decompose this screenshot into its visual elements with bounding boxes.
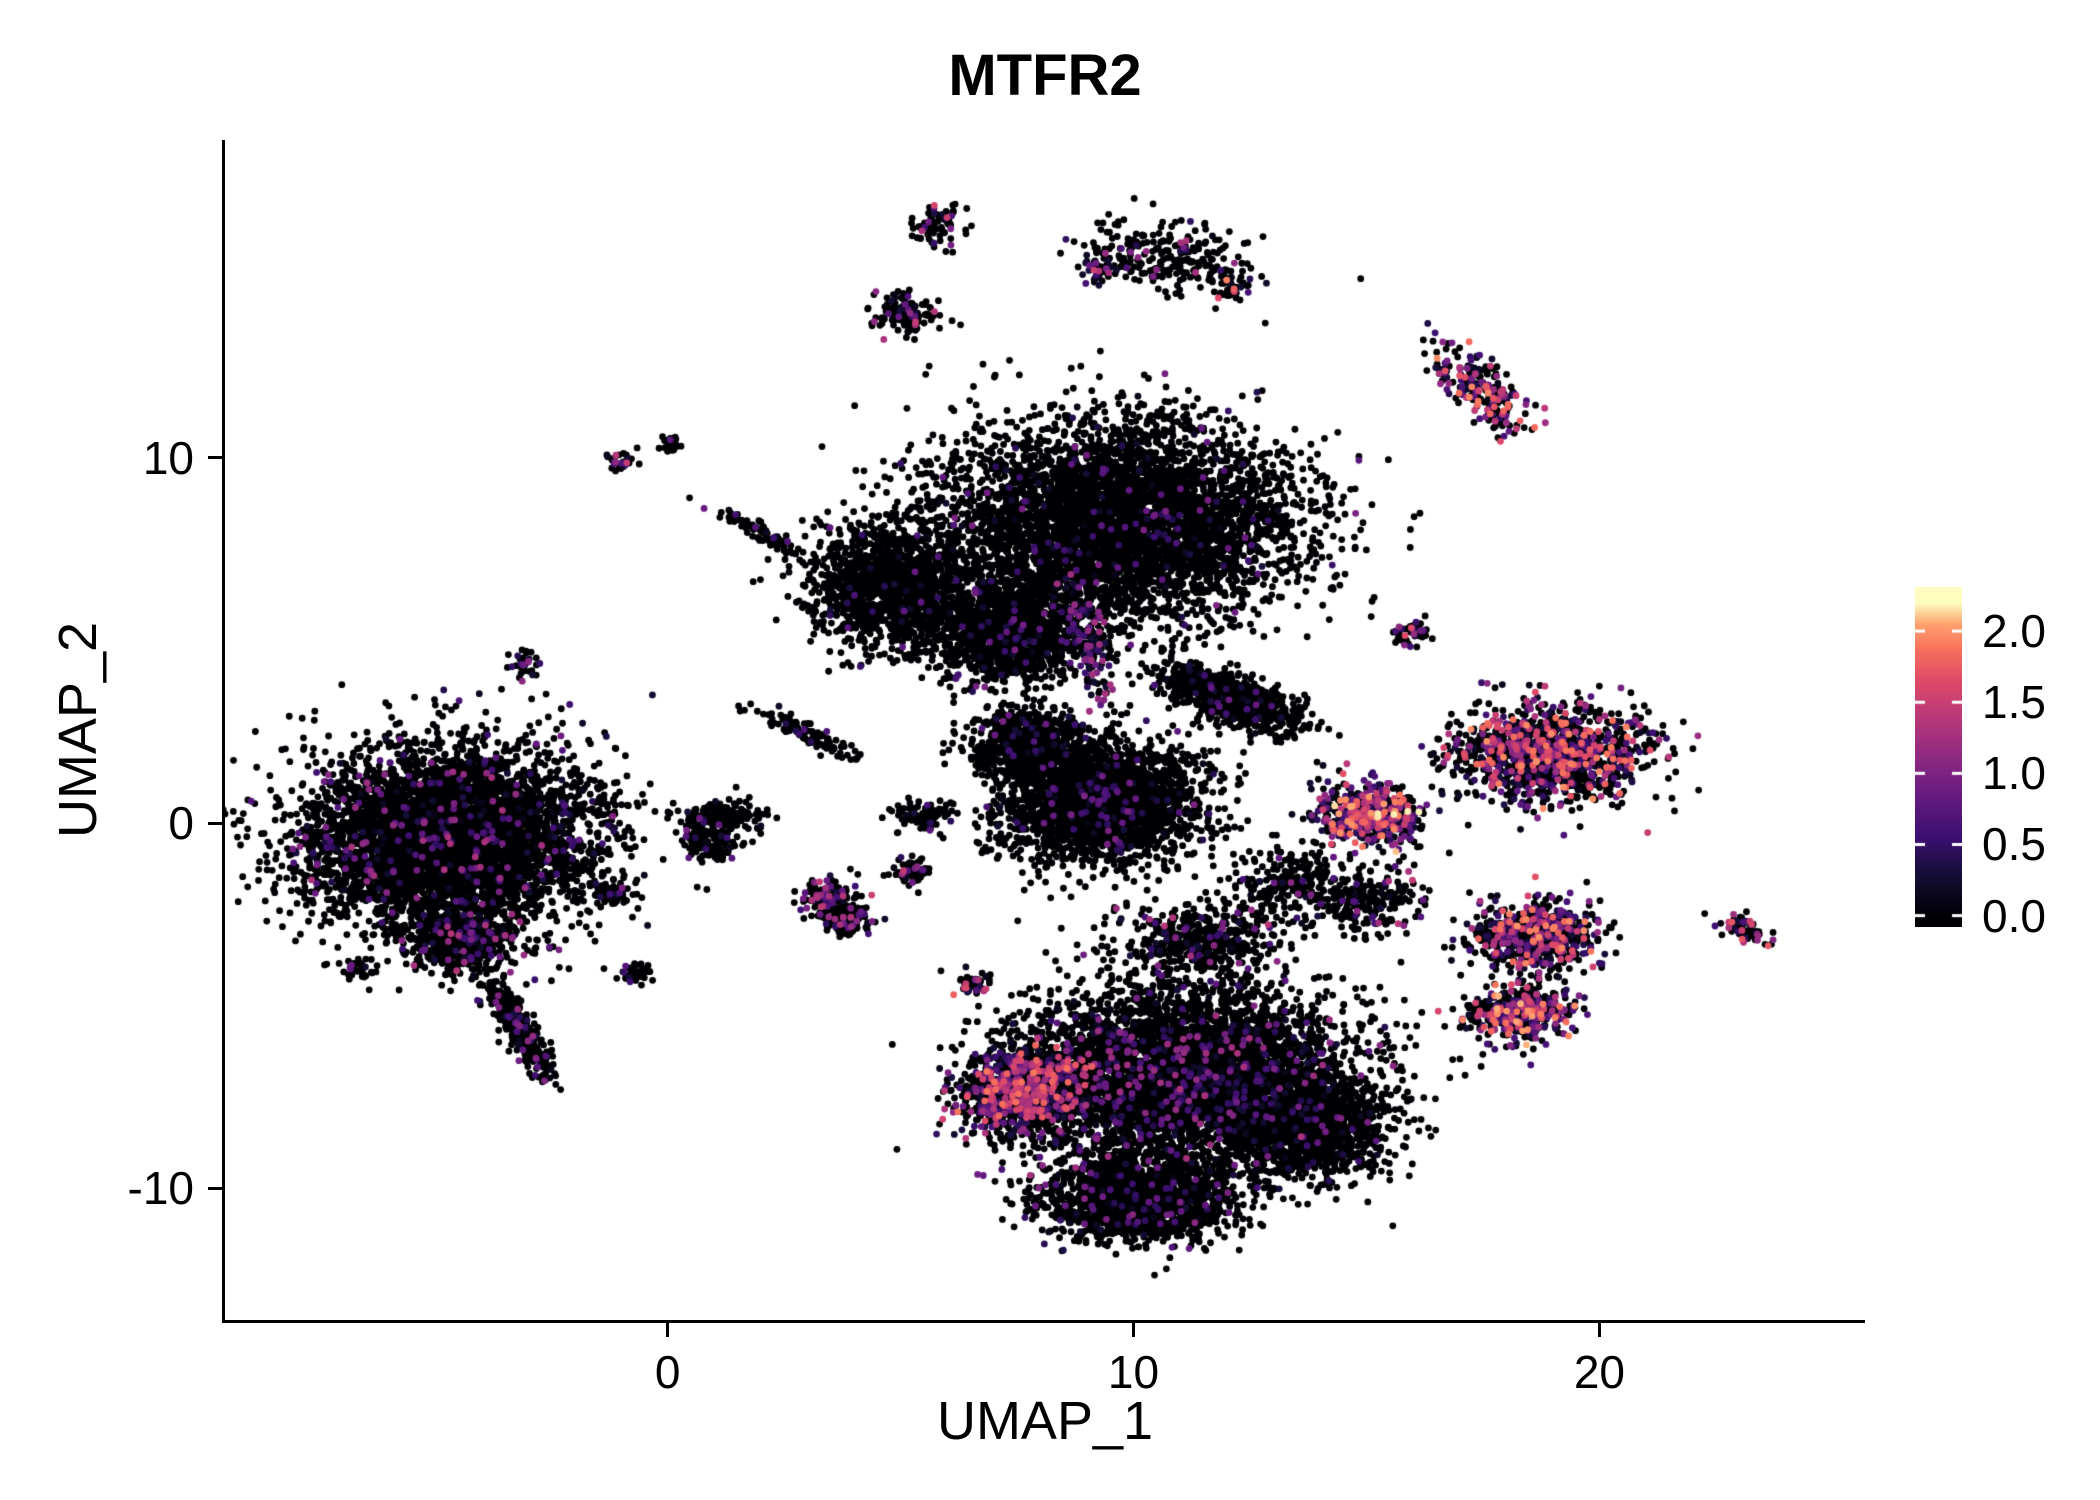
x-tick-label: 10 [1107, 1346, 1160, 1398]
x-tick-mark [666, 1323, 670, 1337]
x-tick-mark [1597, 1323, 1601, 1337]
colorbar-tick-label: 0.5 [1982, 818, 2046, 871]
x-tick-label: 0 [654, 1346, 681, 1398]
y-tick-mark [208, 821, 222, 825]
colorbar-tick-label: 1.0 [1982, 747, 2046, 800]
plot-title: MTFR2 [948, 43, 1142, 108]
y-tick-mark [208, 1186, 222, 1190]
x-tick-mark [1132, 1323, 1136, 1337]
x-tick-label: 20 [1573, 1346, 1625, 1398]
plot-area [222, 140, 1865, 1323]
y-tick-label: -10 [127, 1162, 194, 1215]
y-tick-label: 10 [142, 431, 194, 484]
colorbar-gradient [1915, 587, 1962, 927]
y-tick-label: 0 [168, 797, 194, 850]
x-axis-label: UMAP_1 [936, 1391, 1154, 1451]
y-tick-mark [208, 456, 222, 460]
colorbar-tick-label: 0.0 [1982, 889, 2046, 942]
scatter-canvas [225, 140, 1865, 1320]
colorbar-tick-label: 1.5 [1982, 676, 2046, 729]
colorbar-tick-label: 2.0 [1982, 605, 2046, 658]
